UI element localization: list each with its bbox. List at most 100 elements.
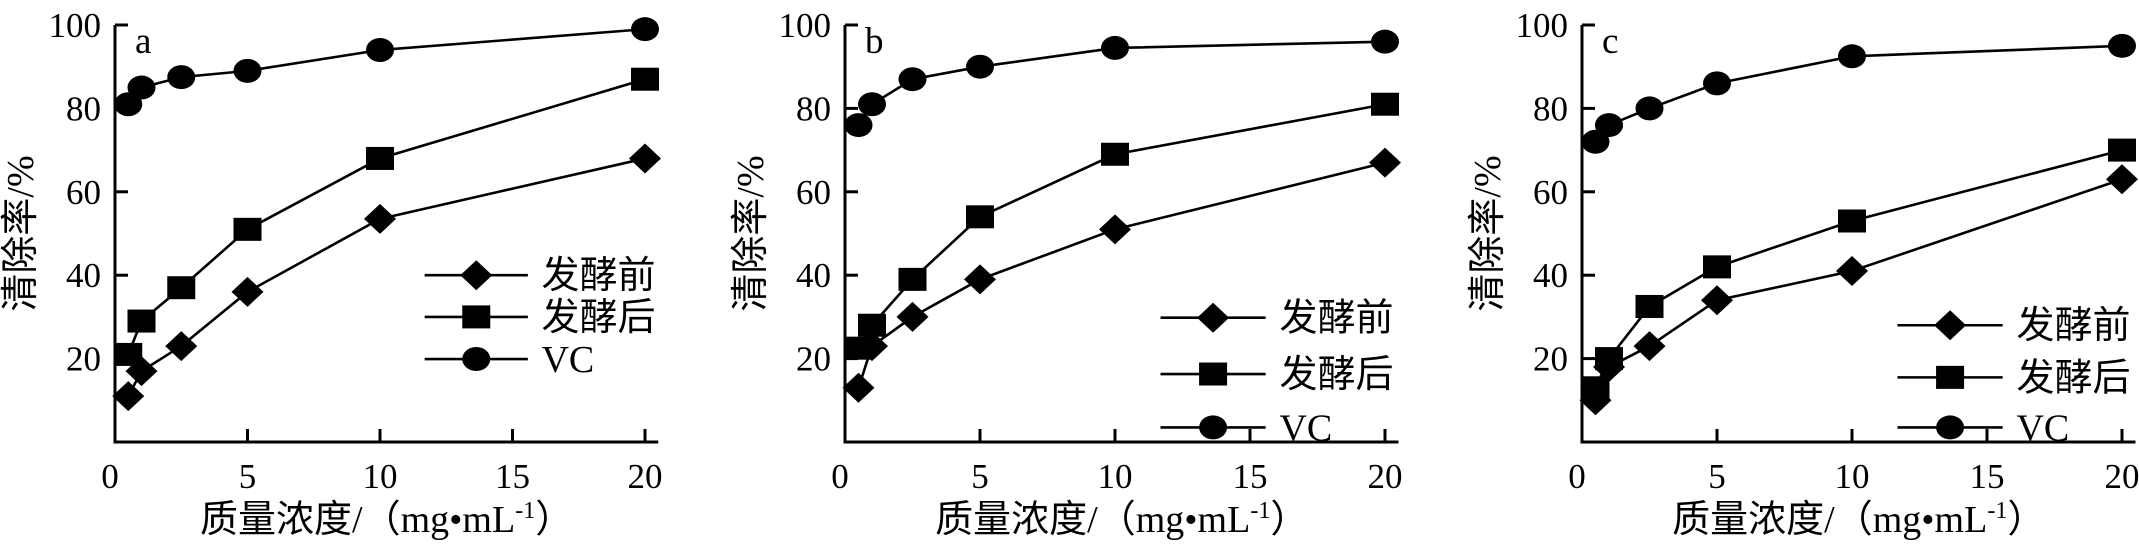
series-point-diamond-marker	[964, 264, 996, 295]
series-point-circle-marker	[1101, 35, 1129, 60]
series-point-square-marker	[127, 309, 156, 333]
chart-panel-b: 20 40 60 80 100 0 5 10 15 20 b 清除率/% 质量浓度/（mg•mL-1） 发…	[713, 0, 1426, 552]
y-tick-label: 40	[796, 256, 831, 295]
series-point-diamond-marker	[165, 331, 198, 362]
series-point-circle-marker	[844, 113, 873, 138]
y-axis-label: 清除率/%	[0, 155, 42, 311]
x-tick-label: 5	[1708, 457, 1726, 496]
legend-diamond-marker	[1197, 302, 1230, 333]
series-point-square-marker	[631, 67, 659, 91]
legend-circle-marker	[462, 347, 491, 372]
legend-circle-marker	[1936, 415, 1965, 440]
x-tick-label: 20	[2105, 457, 2139, 496]
series-point-diamond-marker	[896, 301, 929, 332]
x-tick-label: 10	[1835, 457, 1870, 496]
y-tick-label: 60	[66, 173, 101, 212]
x-tick-label: 0	[831, 457, 849, 496]
x-tick-label: 20	[1368, 457, 1403, 496]
x-tick-label: 15	[1233, 457, 1268, 496]
series-point-square-marker	[898, 267, 927, 291]
y-tick-label: 20	[66, 340, 101, 379]
legend-diamond-marker	[460, 260, 493, 291]
legend-label: 发酵前	[2016, 305, 2130, 347]
legend-label: VC	[1279, 407, 1332, 449]
series-point-circle-marker	[966, 54, 994, 79]
series-point-circle-marker	[1703, 71, 1731, 96]
series-point-square-marker	[966, 205, 994, 229]
y-tick-label: 80	[796, 89, 831, 128]
chart-svg-c: 20 40 60 80 100 0 5 10 15 20 c 清除率/% 质量浓度/（mg•mL-1） 发…	[1467, 6, 2139, 541]
series-point-square-marker	[1371, 92, 1399, 116]
legend-square-marker	[462, 305, 491, 329]
series-point-square-marker	[1101, 142, 1129, 166]
legend-label: 发酵后	[1279, 354, 1393, 396]
series-point-square-marker	[233, 217, 262, 241]
series-point-diamond-marker	[2106, 164, 2138, 195]
chart-svg-b: 20 40 60 80 100 0 5 10 15 20 b 清除率/% 质量浓度/（mg•mL-1） 发…	[730, 6, 1403, 541]
y-tick-label: 100	[1516, 6, 1569, 45]
x-tick-label: 5	[239, 457, 257, 496]
series-point-square-marker	[2108, 138, 2136, 162]
series-point-circle-marker	[1371, 29, 1399, 54]
series-point-circle-marker	[631, 17, 659, 42]
legend-label: 发酵前	[541, 255, 655, 297]
x-axis-label: 质量浓度/（mg•mL-1）	[1672, 498, 2045, 541]
series-point-diamond-marker	[364, 203, 396, 234]
series-point-circle-marker	[898, 67, 927, 92]
x-axis-label: 质量浓度/（mg•mL-1）	[935, 498, 1308, 541]
y-tick-label: 40	[1533, 256, 1568, 295]
series-point-diamond-marker	[1701, 285, 1733, 316]
x-axis-label: 质量浓度/（mg•mL-1）	[200, 498, 573, 541]
series-point-square-marker	[1635, 294, 1664, 318]
series-point-square-marker	[114, 342, 143, 366]
series-point-square-marker	[844, 336, 873, 360]
legend-diamond-marker	[1934, 310, 1967, 341]
series-point-circle-marker	[167, 65, 196, 90]
y-tick-label: 20	[796, 340, 831, 379]
axes	[1580, 25, 2136, 444]
x-tick-label: 0	[1568, 457, 1586, 496]
y-tick-label: 20	[1533, 340, 1568, 379]
series-point-circle-marker	[858, 92, 886, 117]
series-point-square-marker	[1581, 376, 1610, 400]
series-point-circle-marker	[1595, 113, 1623, 138]
legend-square-marker	[1936, 365, 1965, 389]
series-point-square-marker	[167, 276, 196, 300]
x-tick-label: 15	[1970, 457, 2005, 496]
x-tick-label: 10	[363, 457, 398, 496]
y-tick-label: 80	[66, 89, 101, 128]
series-point-diamond-marker	[842, 372, 875, 403]
y-tick-label: 100	[779, 6, 832, 45]
x-tick-label: 10	[1098, 457, 1133, 496]
y-tick-label: 80	[1533, 89, 1568, 128]
chart-panel-c: 20 40 60 80 100 0 5 10 15 20 c 清除率/% 质量浓度/（mg•mL-1） 发…	[1426, 0, 2139, 552]
series-point-diamond-marker	[231, 276, 264, 307]
axes	[843, 25, 1399, 444]
series-point-square-marker	[858, 313, 886, 337]
y-tick-label: 60	[1533, 173, 1568, 212]
axes	[113, 25, 659, 444]
x-tick-label: 5	[971, 457, 989, 496]
y-tick-label: 60	[796, 173, 831, 212]
series-point-diamond-marker	[1369, 147, 1401, 178]
series-point-circle-marker	[1581, 129, 1610, 154]
panel-letter: c	[1602, 21, 1618, 62]
series-point-circle-marker	[2108, 33, 2136, 58]
series-point-diamond-marker	[1099, 214, 1131, 245]
legend-label: VC	[541, 339, 594, 381]
panel-letter: b	[865, 21, 884, 62]
x-tick-label: 20	[628, 457, 663, 496]
x-tick-label: 15	[495, 457, 530, 496]
y-tick-label: 40	[66, 256, 101, 295]
y-axis-label: 清除率/%	[730, 155, 772, 311]
series-point-diamond-marker	[1633, 331, 1666, 362]
series-point-circle-marker	[127, 75, 156, 100]
series-point-circle-marker	[1635, 96, 1664, 121]
chart-svg-a: 20 40 60 80 100 0 5 10 15 20 a 清除率/% 质量浓度/（mg•mL-1） 发…	[0, 6, 663, 541]
series-point-circle-marker	[366, 38, 394, 63]
series-point-square-marker	[1595, 347, 1623, 371]
chart-panel-a: 20 40 60 80 100 0 5 10 15 20 a 清除率/% 质量浓度/（mg•mL-1） 发…	[0, 0, 713, 552]
series-point-square-marker	[1703, 255, 1731, 279]
series-point-diamond-marker	[1836, 256, 1868, 287]
